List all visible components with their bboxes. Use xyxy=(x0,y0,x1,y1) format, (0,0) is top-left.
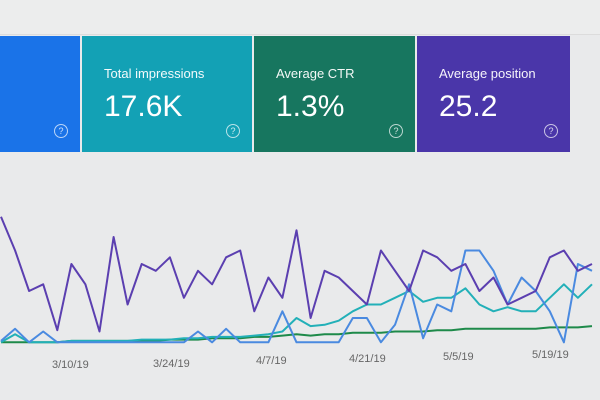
card-value: 1.3% xyxy=(276,90,345,123)
metric-card-ctr[interactable]: Average CTR 1.3% ? xyxy=(254,36,415,152)
x-tick-label: 3/24/19 xyxy=(153,358,190,370)
series-line-2 xyxy=(0,283,593,344)
card-value: 17.6K xyxy=(104,90,183,123)
metric-card-impressions[interactable]: Total impressions 17.6K ? xyxy=(82,36,252,152)
card-label: Average position xyxy=(439,66,536,81)
metric-card-position[interactable]: Average position 25.2 ? xyxy=(417,36,570,152)
x-tick-label: 5/5/19 xyxy=(443,351,474,363)
card-label: Total impressions xyxy=(104,66,205,81)
question-circle-icon[interactable]: ? xyxy=(226,124,240,138)
series-line-0 xyxy=(0,216,593,333)
question-circle-icon[interactable]: ? xyxy=(54,124,68,138)
series-line-3 xyxy=(1,325,593,344)
x-tick-label: 3/10/19 xyxy=(52,359,89,371)
top-bar xyxy=(0,0,600,35)
x-tick-label: 4/7/19 xyxy=(256,355,287,367)
series-line-1 xyxy=(0,249,593,344)
performance-line-chart: 3/10/19 3/24/19 4/7/19 4/21/19 5/5/19 5/… xyxy=(0,216,593,371)
metric-card-clicks[interactable]: ? xyxy=(0,36,80,152)
card-label: Average CTR xyxy=(276,66,355,81)
x-tick-label: 5/19/19 xyxy=(532,349,569,361)
question-circle-icon[interactable]: ? xyxy=(544,124,558,138)
card-value: 25.2 xyxy=(439,90,498,123)
question-circle-icon[interactable]: ? xyxy=(389,124,403,138)
x-tick-label: 4/21/19 xyxy=(349,353,386,365)
